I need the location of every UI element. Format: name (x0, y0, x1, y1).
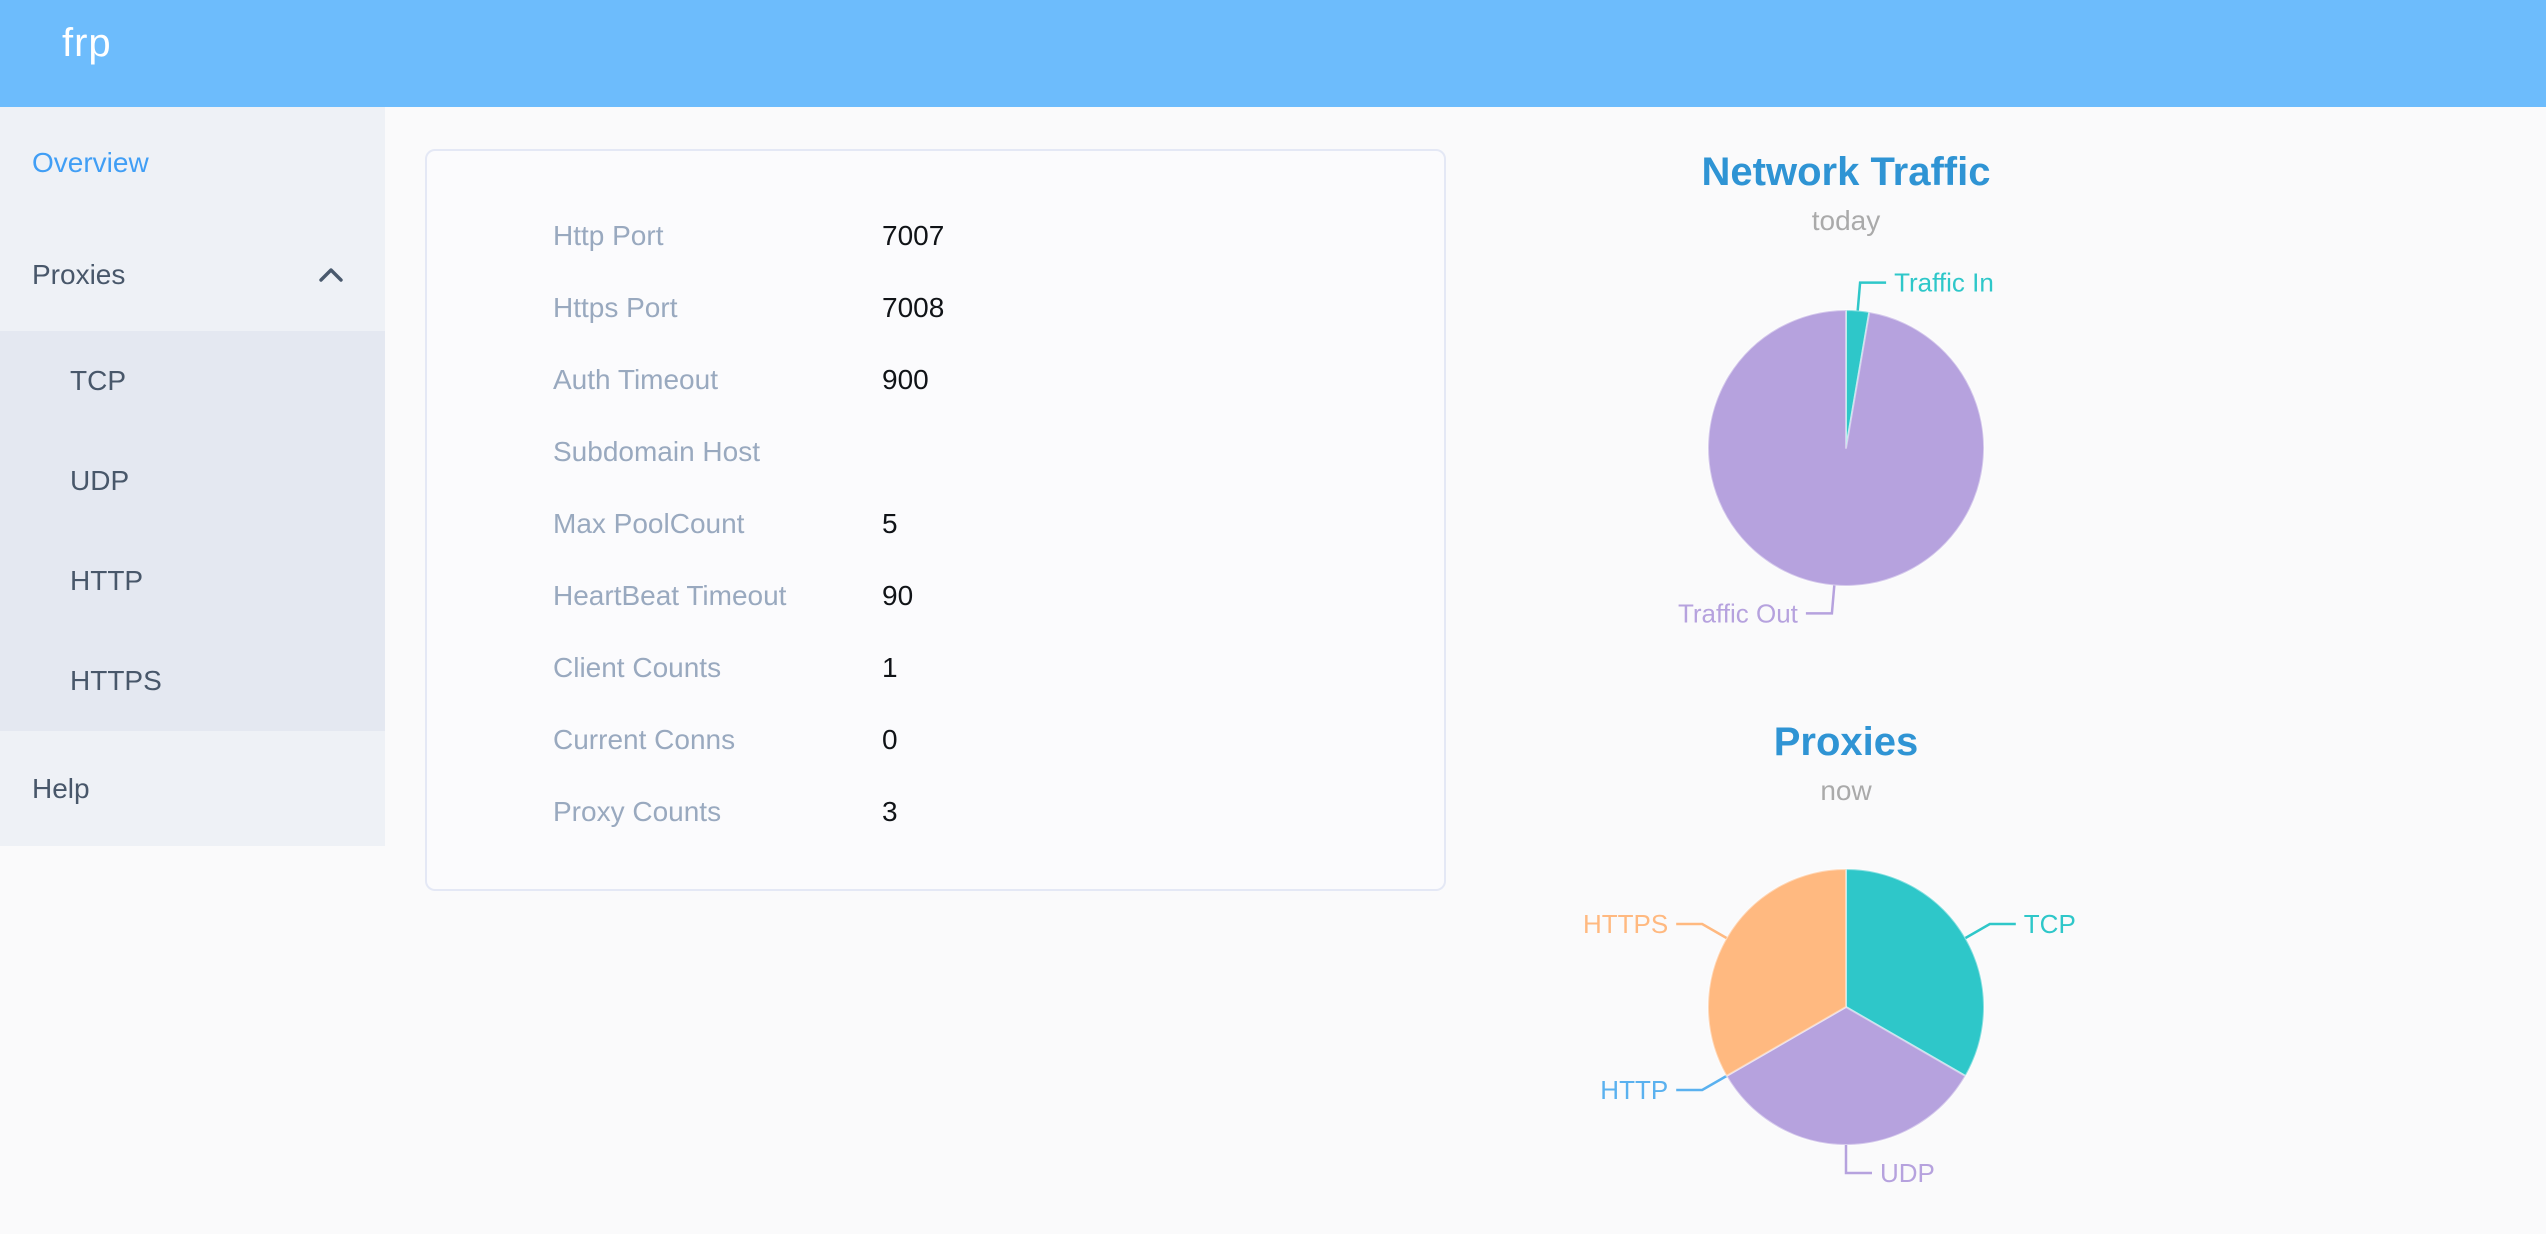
pie-slice-traffic-out[interactable] (1707, 309, 1986, 587)
sidebar-item-http[interactable]: HTTP (0, 531, 385, 631)
sidebar: Overview Proxies TCP UDP HTTP HTTPS Help (0, 107, 385, 846)
server-info-row: Proxy Counts 3 (427, 776, 1444, 848)
field-value: 90 (882, 580, 914, 611)
sidebar-item-help[interactable]: Help (0, 731, 385, 846)
server-info-row: Subdomain Host (427, 416, 1444, 488)
field-label: Subdomain Host (553, 436, 761, 467)
pie-slice-udp[interactable] (1725, 1006, 1967, 1146)
chart-subtitle: now (1820, 775, 1872, 806)
charts-panel: Network Traffic today Traffic In Traffic … (1446, 107, 2246, 1234)
sidebar-item-label: Help (32, 772, 90, 804)
top-header: frp (0, 0, 2546, 107)
network-traffic-pie: Traffic In Traffic Out (1678, 268, 1994, 629)
proxies-pie: TCP UDP HTTP HTTPS (1583, 868, 2076, 1188)
pie-label-https: HTTPS (1583, 909, 1668, 939)
field-label: Http Port (553, 220, 664, 251)
chart-title: Network Traffic (1701, 150, 1991, 194)
sidebar-item-label: UDP (70, 465, 130, 496)
field-label: HeartBeat Timeout (553, 580, 787, 611)
field-value: 3 (882, 796, 898, 827)
chart-subtitle: today (1811, 205, 1881, 236)
field-value: 7008 (882, 292, 945, 323)
field-value: 5 (882, 508, 898, 539)
pie-label-udp: UDP (1880, 1158, 1935, 1188)
server-info-row: Https Port 7008 (427, 272, 1444, 344)
pie-label-tcp: TCP (2024, 909, 2076, 939)
sidebar-item-label: HTTP (70, 565, 144, 596)
pie-label-http: HTTP (1600, 1075, 1668, 1105)
server-info-row: Max PoolCount 5 (427, 488, 1444, 560)
field-label: Proxy Counts (553, 796, 722, 827)
pie-label-line-traffic-out (1805, 585, 1836, 615)
field-label: Client Counts (553, 652, 722, 683)
chevron-up-icon (319, 268, 343, 282)
field-value: 7007 (882, 220, 945, 251)
pie-label-line-http (1676, 1074, 1728, 1092)
proxies-submenu: TCP UDP HTTP HTTPS (0, 331, 385, 731)
server-info-row: HeartBeat Timeout 90 (427, 560, 1444, 632)
pie-label-line-udp (1844, 1145, 1872, 1175)
pie-label-traffic-in: Traffic In (1894, 268, 1994, 298)
chart-title: Proxies (1773, 720, 1919, 764)
field-label: Current Conns (553, 724, 736, 755)
sidebar-item-overview[interactable]: Overview (0, 107, 385, 219)
server-info-row: Client Counts 1 (427, 632, 1444, 704)
server-info-row: Auth Timeout 900 (427, 344, 1444, 416)
field-label: Max PoolCount (553, 508, 745, 539)
sidebar-item-label: TCP (70, 365, 126, 396)
pie-label-line-traffic-in (1856, 281, 1887, 311)
field-value: 900 (882, 364, 929, 395)
pie-label-line-tcp (1964, 922, 2016, 940)
server-info-card: Http Port 7007 Https Port 7008 Auth Time… (425, 149, 1446, 891)
pie-label-traffic-out: Traffic Out (1678, 598, 1799, 628)
sidebar-item-label: Overview (32, 147, 149, 178)
sidebar-item-udp[interactable]: UDP (0, 431, 385, 531)
sidebar-item-https[interactable]: HTTPS (0, 631, 385, 731)
field-value: 0 (882, 724, 898, 755)
server-info-row: Current Conns 0 (427, 704, 1444, 776)
server-info-row: Http Port 7007 (427, 200, 1444, 272)
app-logo: frp (62, 21, 112, 65)
sidebar-item-proxies[interactable]: Proxies (0, 219, 385, 331)
pie-label-line-https (1676, 922, 1728, 940)
network-traffic-chart: Network Traffic today Traffic In Traffic … (1446, 107, 2246, 690)
sidebar-item-label: Proxies (32, 259, 126, 290)
sidebar-item-label: HTTPS (70, 665, 162, 696)
field-label: Https Port (553, 292, 678, 323)
field-label: Auth Timeout (553, 364, 718, 395)
sidebar-item-tcp[interactable]: TCP (0, 331, 385, 431)
field-value: 1 (882, 652, 898, 683)
proxies-chart: Proxies now TCP UDP HTTP HTTPS (1446, 690, 2246, 1234)
